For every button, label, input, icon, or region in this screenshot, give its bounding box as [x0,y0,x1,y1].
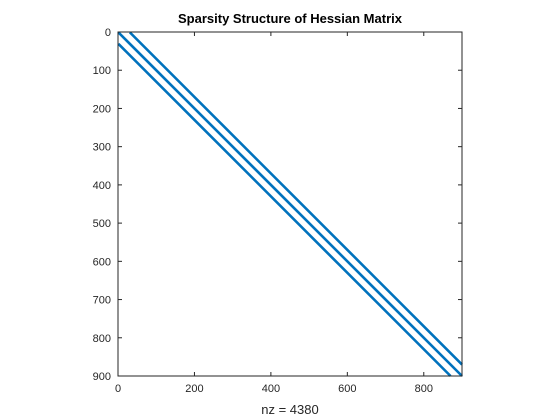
y-tick-label: 400 [93,180,111,192]
chart-title: Sparsity Structure of Hessian Matrix [178,11,403,26]
x-tick-label: 800 [415,383,433,395]
diagonal-band-2 [117,31,463,377]
y-tick-label: 300 [93,142,111,154]
diagonal-band-3 [128,31,463,366]
x-tick-label: 200 [185,383,203,395]
diagonal-band-1 [117,42,452,377]
x-axis-label: nz = 4380 [261,402,318,417]
y-tick-label: 0 [105,27,111,39]
y-axis-ticks: 0 100 200 300 400 500 600 700 800 900 [93,27,462,383]
y-tick-label: 500 [93,218,111,230]
nonzero-diagonals [117,31,463,377]
x-axis-ticks: 0 200 400 600 800 [115,32,433,395]
y-tick-label: 800 [93,333,111,345]
axes-box [117,31,463,377]
y-tick-label: 600 [93,256,111,268]
y-tick-label: 900 [93,371,111,383]
x-tick-label: 600 [338,383,356,395]
y-tick-label: 100 [93,65,111,77]
x-tick-label: 0 [115,383,121,395]
x-tick-label: 400 [262,383,280,395]
y-tick-label: 200 [93,103,111,115]
y-tick-label: 700 [93,295,111,307]
